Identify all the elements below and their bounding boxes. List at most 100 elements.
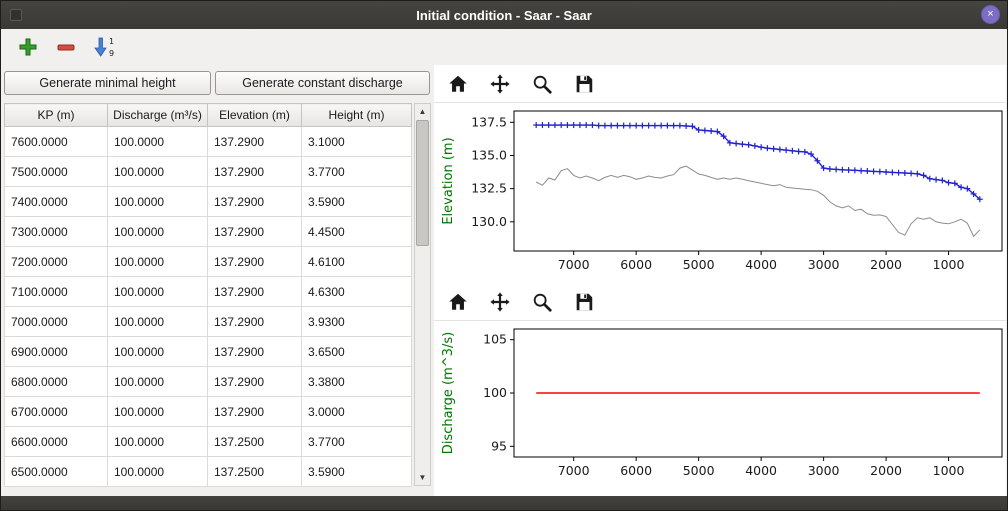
table-cell[interactable]: 3.3800 bbox=[301, 366, 412, 397]
table-row[interactable]: 7100.0000 100.0000 137.2900 4.6300 bbox=[4, 276, 412, 307]
table-cell[interactable]: 100.0000 bbox=[107, 396, 208, 427]
table-cell[interactable]: 137.2500 bbox=[207, 426, 302, 457]
zoom-button[interactable] bbox=[526, 69, 558, 99]
table-cell[interactable]: 7400.0000 bbox=[4, 186, 108, 217]
svg-text:Discharge (m^3/s): Discharge (m^3/s) bbox=[441, 332, 456, 454]
pan-icon bbox=[490, 73, 510, 94]
table-cell[interactable]: 7100.0000 bbox=[4, 276, 108, 307]
table-cell[interactable]: 7000.0000 bbox=[4, 306, 108, 337]
table-cell[interactable]: 3.5900 bbox=[301, 456, 412, 487]
table-cell[interactable]: 137.2900 bbox=[207, 366, 302, 397]
table-cell[interactable]: 100.0000 bbox=[107, 246, 208, 277]
scroll-up-button[interactable]: ▲ bbox=[418, 107, 427, 116]
table-cell[interactable]: 3.7700 bbox=[301, 156, 412, 187]
table-row[interactable]: 7000.0000 100.0000 137.2900 3.9300 bbox=[4, 306, 412, 337]
column-header-kp[interactable]: KP (m) bbox=[4, 103, 108, 127]
table-cell[interactable]: 7200.0000 bbox=[4, 246, 108, 277]
home-button[interactable] bbox=[442, 69, 474, 99]
sort-button[interactable]: 1 9 bbox=[89, 32, 119, 62]
column-header-height[interactable]: Height (m) bbox=[301, 103, 412, 127]
column-header-elevation[interactable]: Elevation (m) bbox=[207, 103, 302, 127]
table-cell[interactable]: 137.2900 bbox=[207, 276, 302, 307]
table-cell[interactable]: 7500.0000 bbox=[4, 156, 108, 187]
table-cell[interactable]: 3.7700 bbox=[301, 426, 412, 457]
elevation-chart[interactable]: 7000 6000 5000 4000 3000 2000 1000 130.0 132.5 13… bbox=[434, 103, 1006, 283]
table-cell[interactable]: 6700.0000 bbox=[4, 396, 108, 427]
table-cell[interactable]: 137.2900 bbox=[207, 216, 302, 247]
add-row-button[interactable] bbox=[13, 32, 43, 62]
table-cell[interactable]: 7300.0000 bbox=[4, 216, 108, 247]
table-cell[interactable]: 100.0000 bbox=[107, 156, 208, 187]
table-cell[interactable]: 3.9300 bbox=[301, 306, 412, 337]
table-cell[interactable]: 6800.0000 bbox=[4, 366, 108, 397]
table-cell[interactable]: 100.0000 bbox=[107, 336, 208, 367]
discharge-chart[interactable]: 7000 6000 5000 4000 3000 2000 1000 95 100 105 Disc… bbox=[434, 321, 1006, 489]
svg-text:3000: 3000 bbox=[808, 257, 840, 272]
table-cell[interactable]: 4.6100 bbox=[301, 246, 412, 277]
save-button-2[interactable] bbox=[568, 287, 600, 317]
scrollbar-thumb[interactable] bbox=[416, 120, 429, 246]
left-panel: Generate minimal height Generate constan… bbox=[4, 65, 432, 496]
table-cell[interactable]: 6600.0000 bbox=[4, 426, 108, 457]
table-cell[interactable]: 100.0000 bbox=[107, 276, 208, 307]
table-cell[interactable]: 7600.0000 bbox=[4, 126, 108, 157]
table-cell[interactable]: 3.6500 bbox=[301, 336, 412, 367]
table-row[interactable]: 7600.0000 100.0000 137.2900 3.1000 bbox=[4, 126, 412, 157]
table-cell[interactable]: 6500.0000 bbox=[4, 456, 108, 487]
pan-button-2[interactable] bbox=[484, 287, 516, 317]
table-cell[interactable]: 137.2900 bbox=[207, 186, 302, 217]
table-scrollbar[interactable]: ▲ ▼ bbox=[414, 103, 431, 486]
home-button-2[interactable] bbox=[442, 287, 474, 317]
svg-text:4000: 4000 bbox=[745, 463, 777, 478]
table-row[interactable]: 7400.0000 100.0000 137.2900 3.5900 bbox=[4, 186, 412, 217]
pan-icon bbox=[490, 291, 510, 312]
zoom-button-2[interactable] bbox=[526, 287, 558, 317]
table-cell[interactable]: 4.4500 bbox=[301, 216, 412, 247]
generate-constant-discharge-button[interactable]: Generate constant discharge bbox=[215, 71, 430, 95]
table-row[interactable]: 6900.0000 100.0000 137.2900 3.6500 bbox=[4, 336, 412, 367]
save-icon bbox=[576, 75, 593, 92]
svg-text:5000: 5000 bbox=[683, 463, 715, 478]
table-cell[interactable]: 3.1000 bbox=[301, 126, 412, 157]
main-toolbar: 1 9 bbox=[1, 29, 1007, 65]
close-button[interactable]: × bbox=[981, 5, 1000, 24]
table-cell[interactable]: 137.2900 bbox=[207, 156, 302, 187]
table-cell[interactable]: 100.0000 bbox=[107, 306, 208, 337]
table-row[interactable]: 6600.0000 100.0000 137.2500 3.7700 bbox=[4, 426, 412, 457]
table-cell[interactable]: 137.2500 bbox=[207, 456, 302, 487]
table-cell[interactable]: 137.2900 bbox=[207, 336, 302, 367]
table-cell[interactable]: 3.0000 bbox=[301, 396, 412, 427]
generate-minimal-height-button[interactable]: Generate minimal height bbox=[4, 71, 211, 95]
table-cell[interactable]: 137.2900 bbox=[207, 246, 302, 277]
svg-text:6000: 6000 bbox=[620, 463, 652, 478]
table-row[interactable]: 6500.0000 100.0000 137.2500 3.5900 bbox=[4, 456, 412, 487]
scroll-down-button[interactable]: ▼ bbox=[418, 473, 427, 482]
table-cell[interactable]: 100.0000 bbox=[107, 426, 208, 457]
table-cell[interactable]: 137.2900 bbox=[207, 126, 302, 157]
table-cell[interactable]: 100.0000 bbox=[107, 216, 208, 247]
table-row[interactable]: 7200.0000 100.0000 137.2900 4.6100 bbox=[4, 246, 412, 277]
remove-row-button[interactable] bbox=[51, 32, 81, 62]
table-row[interactable]: 6700.0000 100.0000 137.2900 3.0000 bbox=[4, 396, 412, 427]
window-title: Initial condition - Saar - Saar bbox=[416, 7, 592, 23]
table-cell[interactable]: 6900.0000 bbox=[4, 336, 108, 367]
pan-button[interactable] bbox=[484, 69, 516, 99]
table-cell[interactable]: 4.6300 bbox=[301, 276, 412, 307]
table-cell[interactable]: 3.5900 bbox=[301, 186, 412, 217]
table-cell[interactable]: 137.2900 bbox=[207, 396, 302, 427]
save-button[interactable] bbox=[568, 69, 600, 99]
titlebar[interactable]: Initial condition - Saar - Saar × bbox=[1, 1, 1007, 29]
table-row[interactable]: 6800.0000 100.0000 137.2900 3.3800 bbox=[4, 366, 412, 397]
svg-text:135.0: 135.0 bbox=[471, 147, 507, 162]
table-cell[interactable]: 100.0000 bbox=[107, 456, 208, 487]
column-header-discharge[interactable]: Discharge (m³/s) bbox=[107, 103, 208, 127]
table-cell[interactable]: 100.0000 bbox=[107, 366, 208, 397]
table-row[interactable]: 7300.0000 100.0000 137.2900 4.4500 bbox=[4, 216, 412, 247]
generate-buttons-row: Generate minimal height Generate constan… bbox=[4, 71, 432, 95]
sort-digit-bottom: 9 bbox=[109, 49, 114, 58]
table-row[interactable]: 7500.0000 100.0000 137.2900 3.7700 bbox=[4, 156, 412, 187]
table-cell[interactable]: 100.0000 bbox=[107, 126, 208, 157]
table-cell[interactable]: 100.0000 bbox=[107, 186, 208, 217]
table-cell[interactable]: 137.2900 bbox=[207, 306, 302, 337]
